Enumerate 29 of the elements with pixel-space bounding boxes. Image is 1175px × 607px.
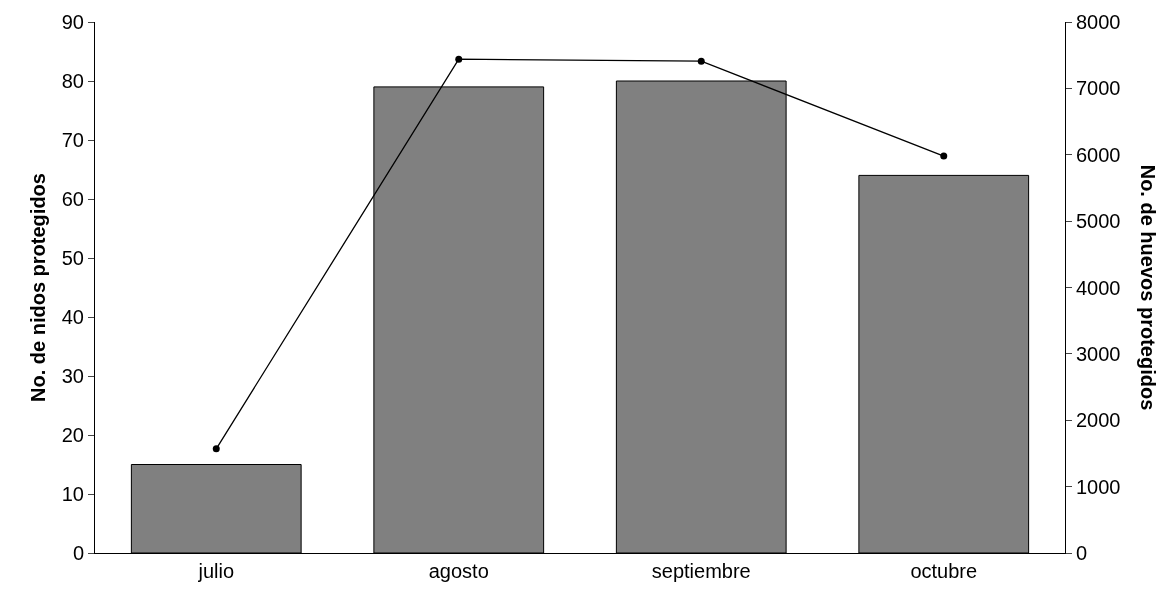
y-tick-label: 20 (61, 424, 84, 446)
point (455, 55, 463, 63)
y2-tick-label: 5000 (1076, 210, 1121, 233)
y2-tick-label: 2000 (1076, 409, 1121, 432)
x-tick-label: octubre (910, 560, 978, 582)
point (697, 57, 705, 65)
point (940, 152, 948, 160)
y2-tick-label: 6000 (1076, 143, 1121, 166)
x-tick-label: septiembre (651, 560, 751, 582)
y-tick-label: 50 (61, 247, 84, 269)
x-tick-label: julio (197, 560, 235, 582)
y2-tick-label: 3000 (1076, 342, 1121, 365)
y-tick-label: 80 (61, 70, 84, 92)
point (212, 445, 220, 453)
y-tick-label: 0 (72, 542, 84, 564)
y2-tick-label: 4000 (1076, 276, 1121, 299)
y2-axis-title: No. de huevos protegidos (1136, 164, 1159, 411)
x-tick-label: agosto (428, 560, 489, 582)
y-tick-label: 40 (61, 306, 84, 328)
y-tick-label: 30 (61, 365, 84, 387)
y-tick-label: 10 (61, 483, 84, 505)
y2-tick-label: 7000 (1076, 77, 1121, 100)
y-tick-label: 90 (61, 11, 84, 33)
y2-tick-label: 0 (1076, 542, 1088, 564)
y-tick-label: 70 (61, 129, 84, 151)
y2-tick-label: 1000 (1076, 475, 1121, 498)
y-tick-label: 60 (61, 188, 84, 210)
y-axis-title: No. de nidos protegidos (27, 173, 49, 402)
y2-tick-label: 8000 (1076, 11, 1121, 33)
